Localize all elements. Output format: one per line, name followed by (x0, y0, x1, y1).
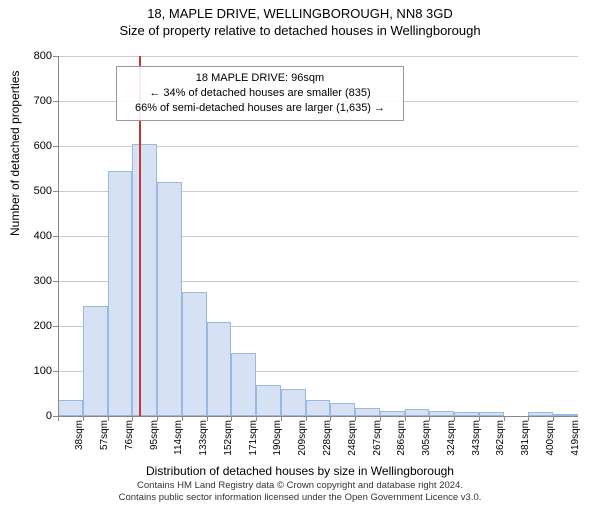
chart-title: 18, MAPLE DRIVE, WELLINGBOROUGH, NN8 3GD (0, 6, 600, 21)
x-tick-label: 171sqm (248, 420, 259, 456)
histogram-bar (355, 408, 380, 416)
x-tick-label: 419sqm (570, 420, 581, 456)
x-tick-label: 381sqm (520, 420, 531, 456)
histogram-bar (83, 306, 108, 416)
annotation-box: 18 MAPLE DRIVE: 96sqm← 34% of detached h… (116, 66, 404, 121)
annotation-line-2: ← 34% of detached houses are smaller (83… (125, 86, 395, 101)
chart-plot-area: 010020030040050060070080038sqm57sqm76sqm… (58, 56, 578, 416)
x-tick-label: 324sqm (446, 420, 457, 456)
y-tick-label: 600 (12, 140, 52, 152)
x-tick-label: 286sqm (396, 420, 407, 456)
chart-subtitle: Size of property relative to detached ho… (0, 23, 600, 38)
histogram-bar (231, 353, 256, 416)
x-tick-label: 76sqm (124, 420, 135, 450)
x-tick-label: 190sqm (272, 420, 283, 456)
histogram-bar (306, 400, 331, 416)
histogram-bar (330, 403, 355, 417)
x-tick-label: 57sqm (99, 420, 110, 450)
annotation-line-1: 18 MAPLE DRIVE: 96sqm (125, 71, 395, 86)
y-tick-label: 500 (12, 185, 52, 197)
y-tick-label: 700 (12, 95, 52, 107)
histogram-bar (182, 292, 207, 416)
y-tick-label: 100 (12, 365, 52, 377)
y-tick-label: 200 (12, 320, 52, 332)
gridline (58, 56, 578, 57)
x-tick-label: 362sqm (495, 420, 506, 456)
histogram-bar (256, 385, 281, 417)
y-tick-label: 800 (12, 50, 52, 62)
histogram-bar (108, 171, 133, 416)
x-tick-label: 95sqm (149, 420, 160, 450)
x-tick-label: 38sqm (74, 420, 85, 450)
histogram-bar (405, 409, 430, 416)
footer-line-1: Contains HM Land Registry data © Crown c… (0, 480, 600, 492)
x-axis-line (58, 416, 578, 417)
annotation-line-3: 66% of semi-detached houses are larger (… (125, 101, 395, 116)
x-tick-label: 209sqm (297, 420, 308, 456)
y-tick-label: 300 (12, 275, 52, 287)
x-tick-label: 248sqm (347, 420, 358, 456)
x-tick-label: 228sqm (322, 420, 333, 456)
y-tick-label: 400 (12, 230, 52, 242)
x-tick-label: 305sqm (421, 420, 432, 456)
x-tick-label: 267sqm (372, 420, 383, 456)
x-tick-label: 152sqm (223, 420, 234, 456)
x-tick-label: 343sqm (471, 420, 482, 456)
x-tick-label: 400sqm (545, 420, 556, 456)
x-axis-label: Distribution of detached houses by size … (0, 464, 600, 478)
x-tick-label: 133sqm (198, 420, 209, 456)
footer-line-2: Contains public sector information licen… (0, 492, 600, 504)
footer-attribution: Contains HM Land Registry data © Crown c… (0, 480, 600, 504)
x-tick-label: 114sqm (173, 420, 184, 455)
y-axis-line (58, 56, 59, 416)
histogram-bar (281, 389, 306, 416)
histogram-bar (207, 322, 232, 417)
y-tick-label: 0 (12, 410, 52, 422)
histogram-bar (132, 144, 157, 416)
histogram-bar (58, 400, 83, 416)
histogram-bar (157, 182, 182, 416)
